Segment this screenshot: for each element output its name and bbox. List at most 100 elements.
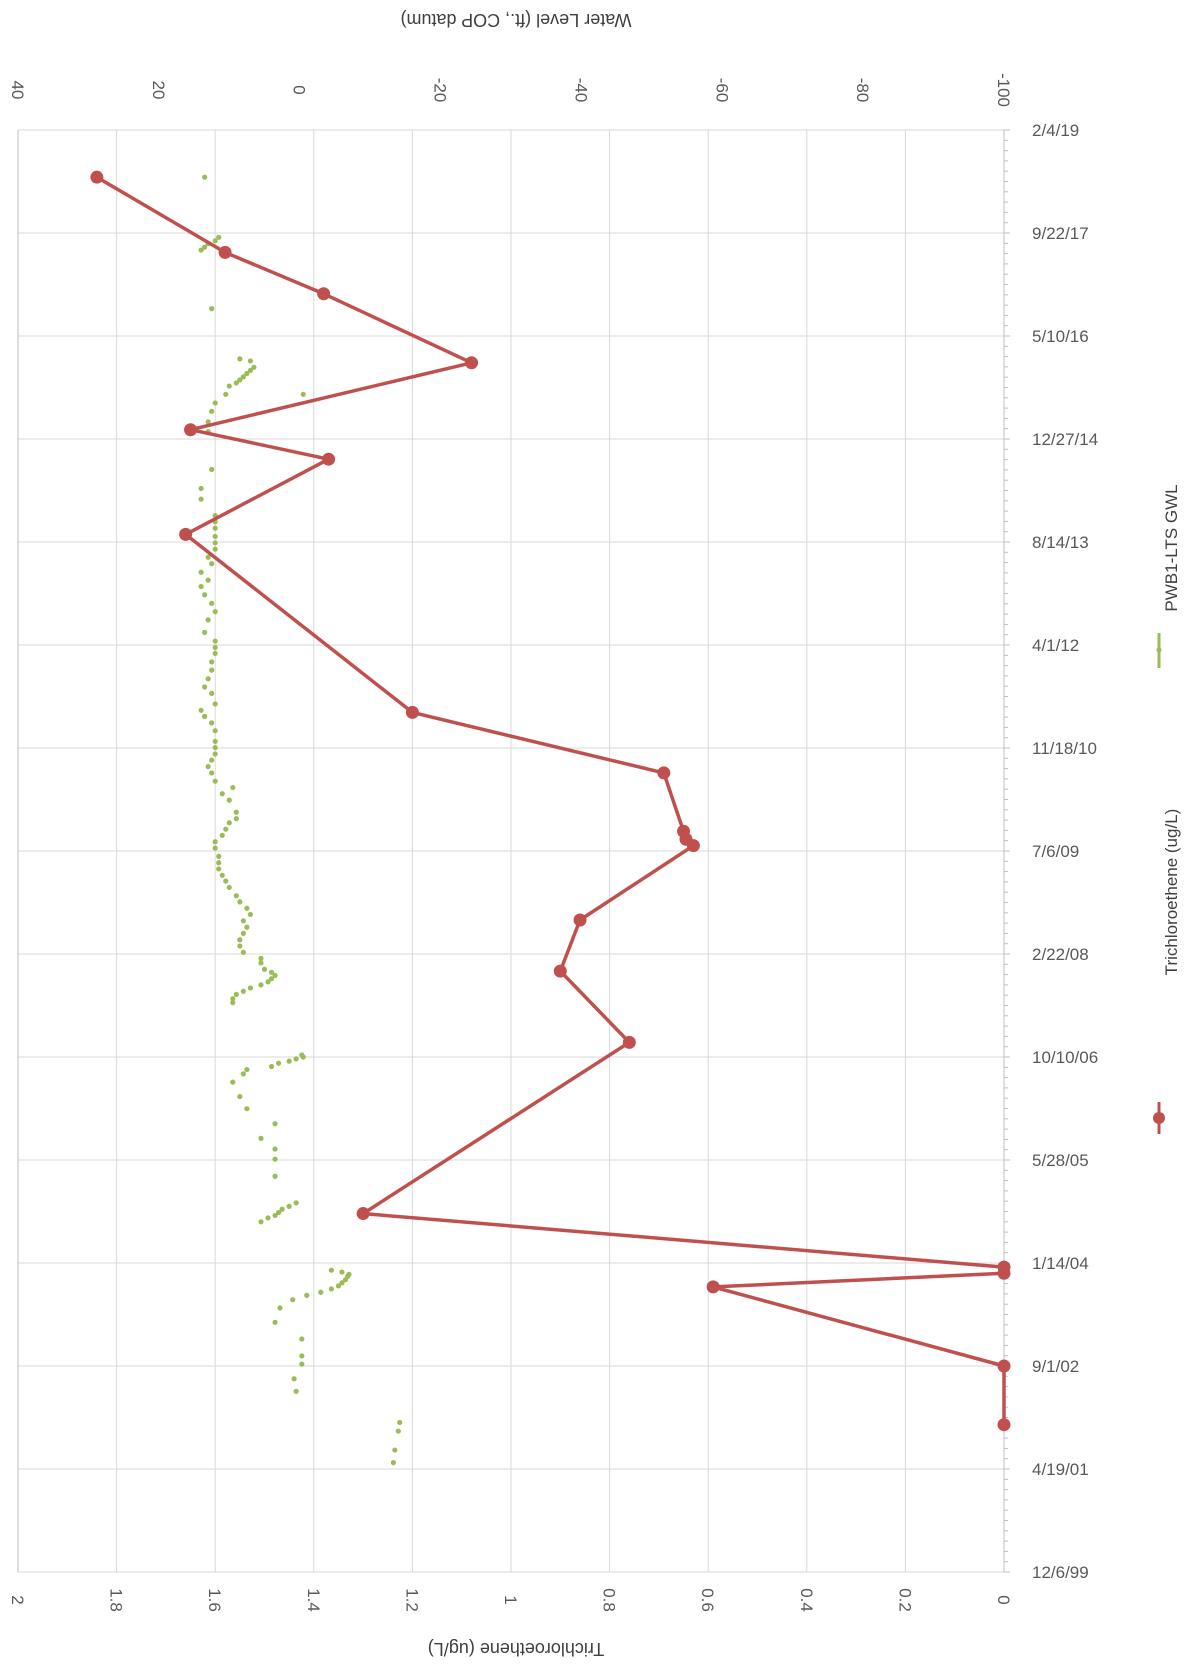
gwl-point — [198, 707, 204, 713]
gwl-point — [209, 770, 215, 776]
gwl-point — [258, 1135, 264, 1141]
gwl-point — [339, 1269, 345, 1275]
date-tick-label: 2/22/08 — [1032, 945, 1089, 964]
secondary-tick-label: -20 — [431, 78, 450, 103]
y-secondary-axis-title: Water Level (ft., COP datum) — [400, 10, 631, 30]
gwl-point — [286, 1203, 292, 1209]
gwl-point — [219, 832, 225, 838]
date-tick-label: 5/10/16 — [1032, 327, 1089, 346]
gwl-point — [299, 1336, 305, 1342]
gwl-point — [202, 174, 208, 180]
gwl-point — [226, 797, 232, 803]
gwl-point — [212, 845, 218, 851]
gwl-point — [272, 1156, 278, 1162]
gwl-point — [198, 247, 204, 253]
gwl-point — [286, 1058, 292, 1064]
gwl-point — [198, 569, 204, 575]
gwl-point — [212, 533, 218, 540]
gwl-point — [279, 1206, 285, 1212]
gwl-point — [212, 650, 218, 657]
gwl-point — [233, 991, 239, 997]
gwl-point — [272, 1173, 278, 1179]
gwl-point — [272, 972, 278, 979]
gwl-point — [390, 1460, 396, 1466]
gwl-point — [261, 966, 268, 972]
secondary-tick-label: -100 — [994, 73, 1013, 107]
gwl-point — [272, 1121, 278, 1127]
gwl-point — [205, 554, 211, 560]
axes — [17, 129, 1010, 1573]
gwl-point — [205, 419, 211, 425]
gwl-point — [251, 364, 257, 370]
gwl-point — [237, 356, 243, 362]
legend-label-tce: Trichloroethene (ug/L) — [1162, 809, 1181, 976]
tce-point — [677, 824, 691, 838]
secondary-tick-label: -60 — [712, 78, 731, 103]
gwl-point — [244, 1106, 250, 1112]
gwl-point — [202, 592, 208, 598]
primary-tick-label: 2 — [8, 1595, 27, 1604]
gwl-point — [230, 996, 236, 1002]
gwl-point — [219, 872, 225, 878]
tce-point — [622, 1035, 636, 1049]
gwl-point — [265, 979, 271, 985]
date-tick-label: 10/10/06 — [1032, 1048, 1098, 1067]
gwl-point — [230, 1079, 236, 1085]
primary-tick-label: 0 — [994, 1595, 1013, 1604]
gwl-point — [216, 866, 222, 872]
tce-point — [322, 452, 336, 466]
gwl-point — [395, 1428, 401, 1434]
date-tick-label: 12/27/14 — [1032, 430, 1098, 449]
tce-point — [356, 1207, 370, 1221]
tce-point — [553, 964, 567, 978]
gwl-point — [240, 930, 246, 937]
primary-tick-label: 1.4 — [304, 1588, 323, 1612]
tce-point — [997, 1418, 1011, 1432]
date-tick-label: 8/14/13 — [1032, 533, 1089, 552]
gwl-point — [272, 1319, 278, 1325]
tce-point — [179, 527, 193, 541]
date-tick-label: 5/28/05 — [1032, 1151, 1089, 1170]
gwl-point — [244, 370, 250, 377]
gwl-point — [300, 391, 306, 397]
date-tick-label: 11/18/10 — [1032, 739, 1097, 758]
gwl-point — [240, 988, 246, 994]
gwl-point — [293, 1388, 299, 1394]
gwl-point — [230, 1000, 236, 1006]
gwl-point — [216, 853, 222, 859]
gwl-point — [209, 600, 215, 606]
series — [90, 170, 1011, 1466]
primary-tick-label: 0.4 — [797, 1588, 816, 1612]
legend-label-gwl: PWB1-LTS GWL — [1162, 484, 1181, 611]
tce-point — [465, 356, 479, 370]
gwl-point — [209, 561, 215, 567]
tce-point — [573, 913, 587, 927]
gwl-point — [212, 400, 218, 406]
gwl-point — [247, 985, 254, 991]
gwl-point — [216, 860, 222, 866]
gwl-point — [209, 659, 215, 665]
gwl-point — [258, 1219, 264, 1225]
gwl-point — [233, 893, 239, 899]
gwl-point — [212, 728, 218, 734]
gwl-point — [268, 1063, 275, 1070]
tce-point — [657, 766, 671, 780]
gwl-point — [212, 778, 218, 784]
date-tick-label: 12/6/99 — [1032, 1563, 1089, 1582]
date-tick-label: 4/19/01 — [1032, 1460, 1089, 1479]
gwl-point — [202, 684, 208, 690]
gwl-point — [202, 244, 208, 250]
legend: Trichloroethene (ug/L) PWB1-LTS GWL — [1153, 484, 1181, 1134]
gwl-point — [258, 955, 264, 961]
gwl-point — [209, 667, 215, 673]
gwl-point — [212, 738, 218, 745]
gwl-point — [212, 525, 218, 531]
date-tick-label: 9/22/17 — [1032, 224, 1089, 243]
gwl-point — [205, 577, 211, 583]
gwl-point — [268, 976, 275, 982]
date-tick-label: 1/14/04 — [1032, 1254, 1089, 1273]
gwl-point — [212, 238, 218, 244]
gwl-point — [277, 1305, 283, 1311]
gwl-point — [265, 1215, 271, 1221]
gwl-point — [237, 943, 243, 949]
